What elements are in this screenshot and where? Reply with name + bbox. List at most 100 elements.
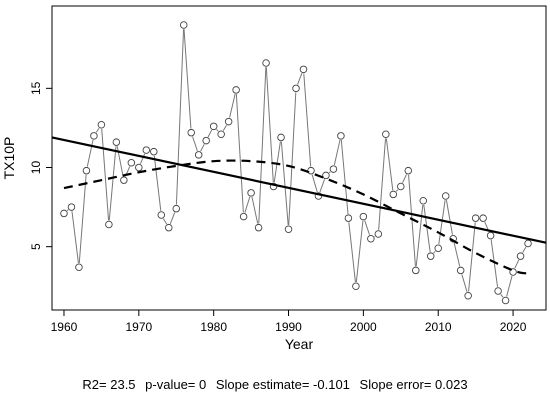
series-segment <box>303 73 312 167</box>
data-point <box>127 158 136 167</box>
series-segment <box>355 220 364 283</box>
series-segment <box>207 129 213 138</box>
slope-estimate-stat: Slope estimate= -0.101 <box>215 377 350 392</box>
r2-stat: R2= 23.5 <box>82 377 136 392</box>
y-axis: 5 10 15 <box>29 81 52 250</box>
series-segment <box>297 73 303 85</box>
data-point <box>471 214 480 222</box>
series-segment <box>265 67 274 183</box>
data-point <box>337 132 345 140</box>
series-segment <box>235 94 244 213</box>
data-point <box>254 223 263 232</box>
series-segment <box>453 242 461 267</box>
series-segment <box>340 139 349 215</box>
data-point <box>464 292 472 300</box>
series-segment <box>169 212 176 224</box>
series-segment <box>395 189 399 192</box>
series-segment <box>461 274 468 292</box>
series-segment <box>108 146 117 221</box>
series-segment <box>468 222 476 292</box>
data-point <box>434 244 442 252</box>
data-point <box>419 196 427 205</box>
series-segment <box>200 144 205 152</box>
data-point <box>194 151 203 159</box>
series-segment <box>273 141 281 183</box>
data-point <box>135 163 143 172</box>
data-point <box>374 230 383 238</box>
data-point <box>322 171 330 180</box>
data-point <box>232 86 240 94</box>
series-segment <box>229 93 236 118</box>
series-segment <box>101 128 110 221</box>
series-segment <box>514 259 520 269</box>
data-point <box>486 231 495 240</box>
data-point <box>157 211 166 219</box>
data-point <box>187 128 195 137</box>
series-segment <box>408 174 416 267</box>
data-point <box>112 138 121 146</box>
series-segment <box>251 196 259 224</box>
data-point <box>209 122 218 131</box>
data-point <box>90 132 98 140</box>
series-segment <box>522 246 527 253</box>
data-point <box>82 166 91 175</box>
series-segment <box>95 127 100 133</box>
data-point <box>60 209 68 218</box>
x-axis-label: Year <box>285 336 314 352</box>
data-point <box>382 130 390 138</box>
series-segment <box>506 275 513 297</box>
data-point <box>202 136 210 145</box>
series-segment <box>433 250 436 254</box>
data-point <box>224 117 233 126</box>
data-point <box>359 212 368 221</box>
x-tick-label: 1980 <box>200 320 227 334</box>
series-segment <box>423 204 431 253</box>
series-segment <box>333 139 341 166</box>
data-point <box>292 84 300 93</box>
series-segment <box>222 124 227 131</box>
series-segment <box>192 136 198 152</box>
x-tick-label: 2020 <box>500 320 527 334</box>
series-segment <box>153 155 162 211</box>
series-segment <box>500 293 504 298</box>
x-tick-label: 1970 <box>125 320 152 334</box>
series-segment <box>415 204 424 267</box>
series-segment <box>71 211 79 264</box>
data-point <box>389 190 398 199</box>
x-tick-label: 1960 <box>51 320 78 334</box>
data-point <box>105 220 113 229</box>
data-point <box>456 266 465 275</box>
series-segment <box>78 174 87 264</box>
data-point <box>284 225 293 233</box>
x-tick-label: 2000 <box>350 320 377 334</box>
data-point <box>329 165 338 173</box>
data-point <box>367 234 375 243</box>
slope-error-stat: Slope error= 0.023 <box>359 377 468 392</box>
data-point <box>142 146 151 154</box>
data-point <box>494 287 502 295</box>
series-segment <box>364 220 370 235</box>
pvalue-stat: p-value= 0 <box>145 377 207 392</box>
data-point <box>97 120 106 129</box>
series-segment <box>216 129 219 132</box>
data-point <box>404 166 413 175</box>
series-segment <box>288 92 297 226</box>
series-segment <box>348 222 356 283</box>
series-segment <box>445 200 453 235</box>
data-point <box>150 147 158 156</box>
series-segment <box>162 218 168 225</box>
plot-frame <box>51 5 547 311</box>
data-point <box>397 182 405 191</box>
data-point <box>352 282 360 291</box>
y-axis-label: TX10P <box>1 137 17 180</box>
series-segment <box>385 138 394 191</box>
data-point <box>412 266 420 275</box>
x-tick-label: 2010 <box>425 320 452 334</box>
y-tick-label: 10 <box>29 161 43 175</box>
series-segment <box>328 171 331 174</box>
y-tick-label: 5 <box>29 243 43 250</box>
trend-line <box>51 136 547 244</box>
y-tick-label: 15 <box>29 81 43 95</box>
data-point <box>179 21 188 29</box>
data-point <box>277 133 285 142</box>
